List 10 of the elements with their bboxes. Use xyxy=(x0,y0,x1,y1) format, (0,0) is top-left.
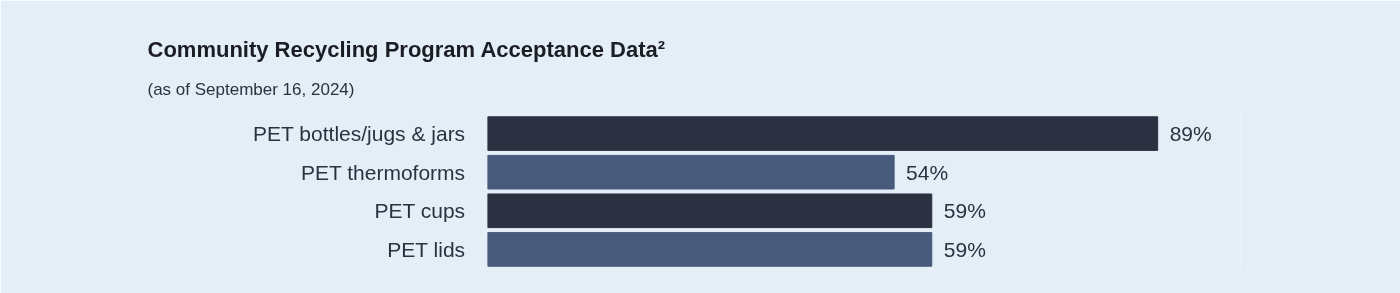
y-tick-label: PET cups xyxy=(374,199,466,223)
y-tick-label: PET thermoforms xyxy=(300,160,466,184)
data-label: 59% xyxy=(943,199,986,223)
y-tick-label: PET bottles/jugs & jars xyxy=(253,122,466,146)
text: (as of September 16, 2024) xyxy=(147,79,355,99)
data-label: 59% xyxy=(943,237,986,261)
y-tick-label: PET lids xyxy=(387,237,466,261)
data-label: 54% xyxy=(906,160,949,184)
chart-title: Community Recycling Program Acceptance Data² xyxy=(147,36,666,62)
data-label: 89% xyxy=(1169,122,1212,146)
